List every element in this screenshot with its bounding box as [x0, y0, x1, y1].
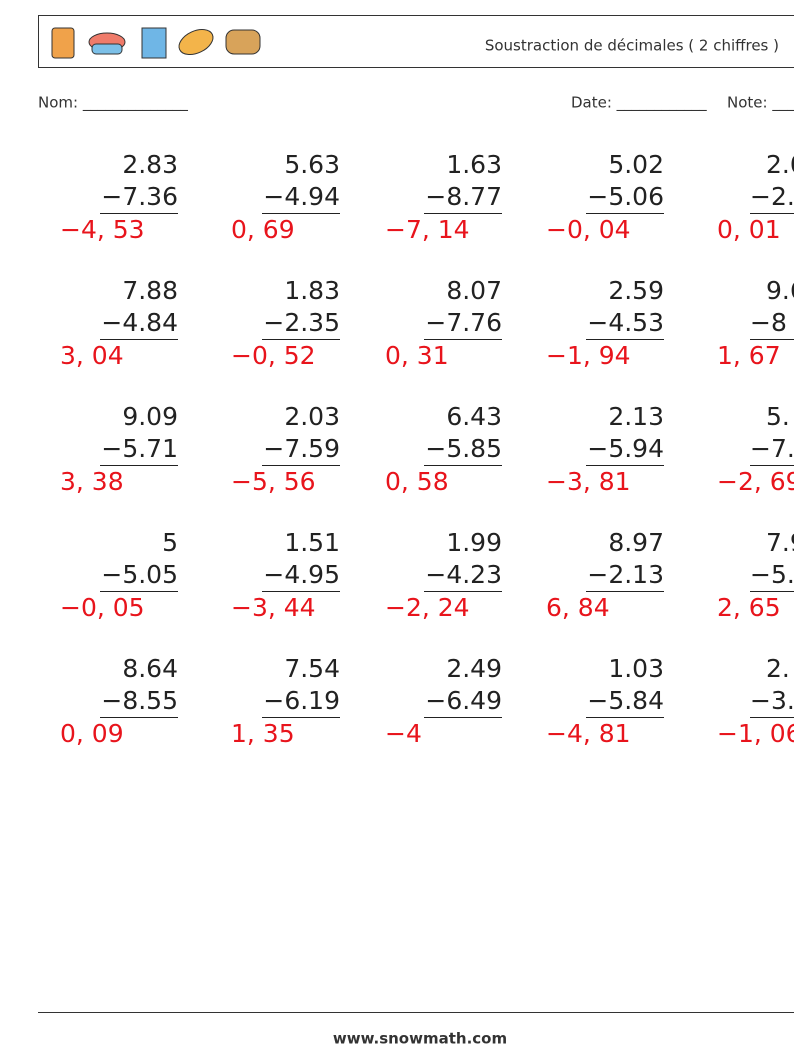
- subtrahend: −6.19: [263, 686, 340, 715]
- answer: 1, 67: [717, 341, 781, 370]
- answer: 0, 69: [231, 215, 295, 244]
- minuend: 6.43: [446, 402, 502, 431]
- subtrahend: −8.55: [101, 686, 178, 715]
- subtrahend: −5.3: [750, 560, 794, 589]
- answer: 3, 04: [60, 341, 124, 370]
- minuend: 1.51: [284, 528, 340, 557]
- subtrahend: −7.76: [425, 308, 502, 337]
- answer: −2, 24: [385, 593, 470, 622]
- minuend: 7.9: [766, 528, 794, 557]
- minuend: 9.09: [122, 402, 178, 431]
- subtrahend: −7.59: [263, 434, 340, 463]
- minuend: 1.99: [446, 528, 502, 557]
- header-box: [38, 15, 794, 68]
- subtrahend: −5.71: [101, 434, 178, 463]
- minuend: 5: [162, 528, 178, 557]
- answer: −4: [385, 719, 422, 748]
- answer: 0, 58: [385, 467, 449, 496]
- answer: −0, 52: [231, 341, 316, 370]
- answer: −5, 56: [231, 467, 316, 496]
- subtrahend: −5.06: [587, 182, 664, 211]
- subtrahend: −4.23: [425, 560, 502, 589]
- subtrahend: −2.35: [263, 308, 340, 337]
- minuend: 2.03: [284, 402, 340, 431]
- answer: −7, 14: [385, 215, 470, 244]
- answer: 3, 38: [60, 467, 124, 496]
- subtrahend: −8: [750, 308, 787, 337]
- minuend: 1.03: [608, 654, 664, 683]
- minuend: 8.07: [446, 276, 502, 305]
- answer: 0, 01: [717, 215, 781, 244]
- subtrahend: −7.: [750, 434, 794, 463]
- answer: −1, 94: [546, 341, 631, 370]
- subtrahend: −2.0: [750, 182, 794, 211]
- subtrahend: −4.84: [101, 308, 178, 337]
- subtrahend: −3.: [750, 686, 794, 715]
- answer: −4, 81: [546, 719, 631, 748]
- minuend: 2.13: [608, 402, 664, 431]
- answer: 2, 65: [717, 593, 781, 622]
- subtrahend: −8.77: [425, 182, 502, 211]
- minuend: 2.59: [608, 276, 664, 305]
- minuend: 7.54: [284, 654, 340, 683]
- minuend: 1.63: [446, 150, 502, 179]
- subtrahend: −4.95: [263, 560, 340, 589]
- answer: −0, 04: [546, 215, 631, 244]
- minuend: 8.97: [608, 528, 664, 557]
- minuend: 8.64: [122, 654, 178, 683]
- subtrahend: −5.84: [587, 686, 664, 715]
- subtrahend: −4.53: [587, 308, 664, 337]
- subtrahend: −7.36: [101, 182, 178, 211]
- minuend: 2.0: [766, 150, 794, 179]
- title: Soustraction de décimales ( 2 chiffres ): [485, 37, 779, 55]
- subtrahend: −5.85: [425, 434, 502, 463]
- subtrahend: −6.49: [425, 686, 502, 715]
- answer: 6, 84: [546, 593, 610, 622]
- answer: −3, 81: [546, 467, 631, 496]
- answer: −2, 69: [717, 467, 794, 496]
- subtrahend: −5.05: [101, 560, 178, 589]
- answer: −0, 05: [60, 593, 145, 622]
- header-icons: [51, 27, 261, 59]
- subtrahend: −5.94: [587, 434, 664, 463]
- answer: −1, 06: [717, 719, 794, 748]
- minuend: 2.83: [122, 150, 178, 179]
- answer: 0, 09: [60, 719, 124, 748]
- minuend: 9.6: [766, 276, 794, 305]
- minuend: 5.: [766, 402, 790, 431]
- note-field: Note: ___: [727, 94, 794, 113]
- minuend: 7.88: [122, 276, 178, 305]
- minuend: 5.02: [608, 150, 664, 179]
- minuend: 2.49: [446, 654, 502, 683]
- footer-url: www.snowmath.com: [333, 1030, 507, 1048]
- name-field: Nom: ______________: [38, 94, 188, 113]
- minuend: 5.63: [284, 150, 340, 179]
- answer: −3, 44: [231, 593, 316, 622]
- minuend: 2.: [766, 654, 790, 683]
- answer: −4, 53: [60, 215, 145, 244]
- minuend: 1.83: [284, 276, 340, 305]
- subtrahend: −4.94: [263, 182, 340, 211]
- subtrahend: −2.13: [587, 560, 664, 589]
- answer: 1, 35: [231, 719, 295, 748]
- answer: 0, 31: [385, 341, 449, 370]
- date-field: Date: ____________: [571, 94, 707, 113]
